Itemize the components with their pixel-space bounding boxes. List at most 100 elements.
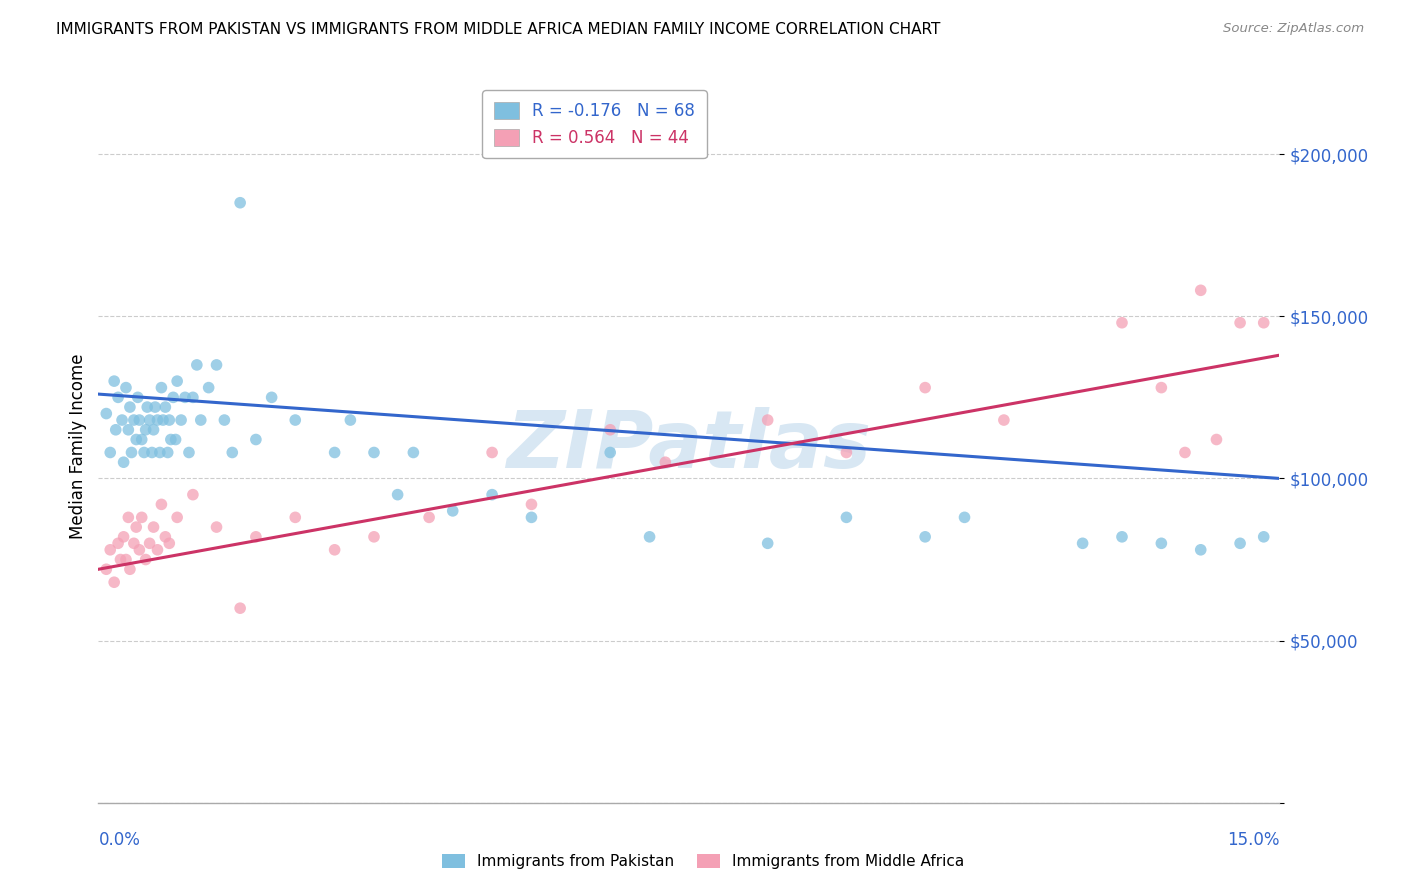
Point [1111,530,1133,544]
Text: Source: ZipAtlas.com: Source: ZipAtlas.com [1223,22,1364,36]
Point [98,445,121,459]
Point [245,530,267,544]
Point [174,390,197,404]
Point [214,413,236,427]
Point [170,413,193,427]
Text: 15.0%: 15.0% [1227,831,1279,849]
Point [118,562,141,576]
Point [110,552,132,566]
Point [162,390,184,404]
Point [481,488,503,502]
Point [186,358,208,372]
Legend: R = -0.176   N = 68, R = 0.564   N = 44: R = -0.176 N = 68, R = 0.564 N = 44 [482,90,707,159]
Point [146,542,169,557]
Point [599,423,621,437]
Point [638,530,661,544]
Point [125,520,148,534]
Point [128,413,150,427]
Point [205,520,228,534]
Point [96,562,118,576]
Point [1253,316,1275,330]
Point [654,455,676,469]
Point [1189,283,1212,297]
Point [141,445,163,459]
Point [197,381,219,395]
Point [599,445,621,459]
Point [115,381,138,395]
Point [142,520,165,534]
Point [177,445,200,459]
Point [117,423,139,437]
Point [107,536,129,550]
Point [127,390,149,404]
Point [155,530,177,544]
Point [1189,542,1212,557]
Text: ZIPatlas: ZIPatlas [506,407,872,485]
Point [284,413,307,427]
Point [1150,536,1173,550]
Point [418,510,440,524]
Point [165,433,187,447]
Point [128,542,150,557]
Point [152,413,174,427]
Point [993,413,1015,427]
Text: IMMIGRANTS FROM PAKISTAN VS IMMIGRANTS FROM MIDDLE AFRICA MEDIAN FAMILY INCOME C: IMMIGRANTS FROM PAKISTAN VS IMMIGRANTS F… [56,22,941,37]
Point [131,510,153,524]
Point [481,445,503,459]
Point [323,445,346,459]
Point [520,497,543,511]
Point [166,374,188,388]
Point [1253,530,1275,544]
Point [520,510,543,524]
Point [441,504,464,518]
Y-axis label: Median Family Income: Median Family Income [69,353,87,539]
Point [1071,536,1094,550]
Point [953,510,976,524]
Point [835,510,858,524]
Point [125,433,148,447]
Point [323,542,346,557]
Point [260,390,283,404]
Point [131,433,153,447]
Point [104,423,127,437]
Legend: Immigrants from Pakistan, Immigrants from Middle Africa: Immigrants from Pakistan, Immigrants fro… [436,848,970,875]
Text: 0.0%: 0.0% [98,831,141,849]
Point [756,413,779,427]
Point [1229,536,1251,550]
Point [914,530,936,544]
Point [229,195,252,210]
Point [914,381,936,395]
Point [98,542,121,557]
Point [103,374,125,388]
Point [363,445,385,459]
Point [136,400,159,414]
Point [157,536,180,550]
Point [135,552,157,566]
Point [138,413,160,427]
Point [149,445,172,459]
Point [115,552,138,566]
Point [229,601,252,615]
Point [166,510,188,524]
Point [112,455,135,469]
Point [155,400,177,414]
Point [1174,445,1197,459]
Point [756,536,779,550]
Point [135,423,157,437]
Point [112,530,135,544]
Point [181,488,204,502]
Point [107,390,129,404]
Point [143,400,166,414]
Point [118,400,141,414]
Point [156,445,179,459]
Point [146,413,169,427]
Point [339,413,361,427]
Point [245,433,267,447]
Point [205,358,228,372]
Point [150,497,173,511]
Point [1205,433,1227,447]
Point [1150,381,1173,395]
Point [284,510,307,524]
Point [402,445,425,459]
Point [1229,316,1251,330]
